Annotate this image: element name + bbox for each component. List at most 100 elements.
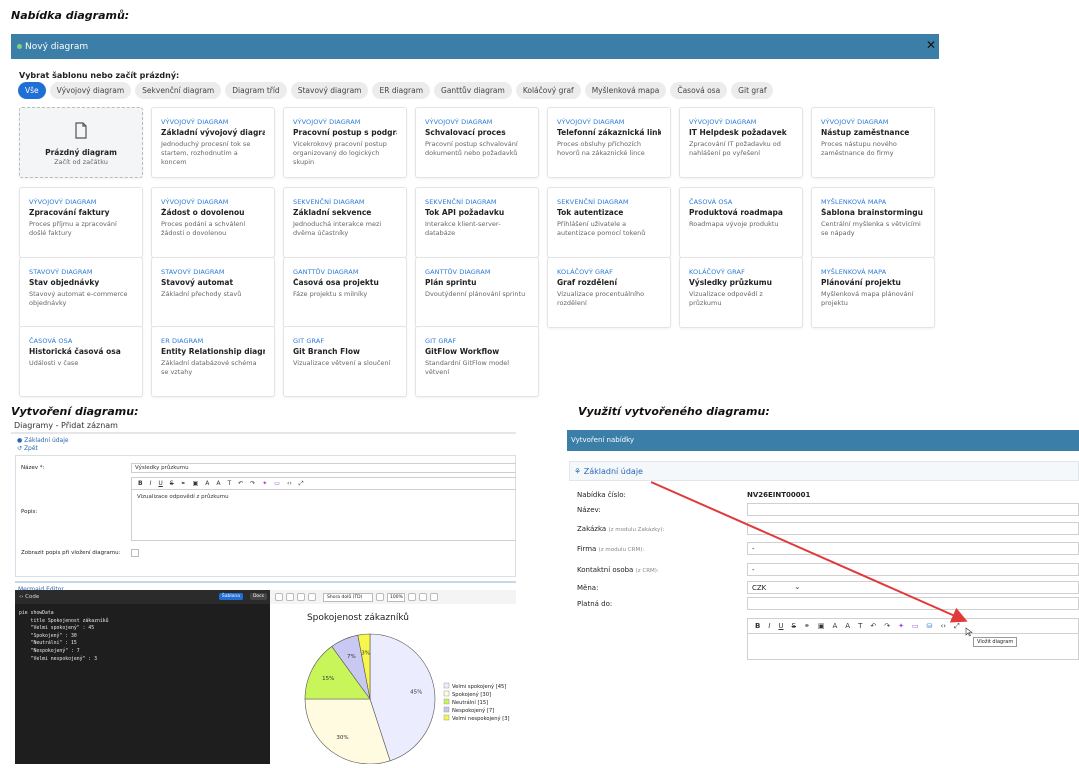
back-link[interactable]: ↺ Zpět [17,445,38,452]
template-card[interactable]: GIT GRAF Git Branch Flow Vizualizace větve… [283,326,407,397]
redo-icon[interactable]: ↷ [250,480,256,487]
code-icon[interactable]: ‹› [286,480,292,487]
chip-10[interactable]: Git graf [731,82,774,99]
template-card[interactable]: GANTTŮV DIAGRAM Časová osa projektu Fáze p… [283,257,407,328]
chip-1[interactable]: Vývojový diagram [49,82,132,99]
template-card[interactable]: VÝVOJOVÝ DIAGRAM IT Helpdesk požadavek Zpr… [679,107,803,178]
zoom-in-icon[interactable] [408,593,416,601]
undo-icon[interactable]: ↶ [238,480,244,487]
direction-select[interactable]: Shora dolů (TD) [323,592,373,602]
template-card[interactable]: VÝVOJOVÝ DIAGRAM Pracovní postup s podgra… [283,107,407,178]
offer-editor[interactable] [747,634,1079,660]
italic-icon[interactable]: I [149,480,152,487]
strike-icon[interactable]: S [791,622,796,630]
template-card[interactable]: SEKVENČNÍ DIAGRAM Tok autentizace Přihláše… [547,187,671,258]
description-editor[interactable]: Vizualizace odpovědí z průzkumu [131,489,516,541]
magic-icon[interactable]: ✦ [262,480,268,487]
template-card[interactable]: GANTTŮV DIAGRAM Plán sprintu Dvoutýdenní p… [415,257,539,328]
refresh-icon[interactable] [286,593,294,601]
code-tab[interactable]: Code [25,594,40,600]
save-icon[interactable] [308,593,316,601]
offer-title-bar: Vytvoření nabídky [567,430,1079,451]
basic-info-link[interactable]: ● Základní údaje [17,437,69,444]
template-card[interactable]: VÝVOJOVÝ DIAGRAM Nástup zaměstnance Proces… [811,107,935,178]
template-card[interactable]: ER DIAGRAM Entity Relationship diagram Zák… [151,326,275,397]
font-color-icon[interactable]: A [205,480,210,487]
reset-icon[interactable] [419,593,427,601]
export-icon[interactable] [430,593,438,601]
bold-icon[interactable]: B [755,622,761,630]
font-color-icon[interactable]: A [832,622,838,630]
field-hint: (z CRM): [635,568,659,574]
clear-format-icon[interactable]: T [858,622,863,630]
highlight-icon[interactable]: A [845,622,851,630]
chip-5[interactable]: ER diagram [372,82,431,99]
template-card[interactable]: VÝVOJOVÝ DIAGRAM Zpracování faktury Proces… [19,187,143,258]
strike-icon[interactable]: S [169,480,174,487]
fullscreen-icon[interactable]: ⤢ [298,479,304,487]
wifi-icon[interactable] [297,593,305,601]
template-card[interactable]: MYŠLENKOVÁ MAPA Plánování projektu Myšlenk… [811,257,935,328]
template-card[interactable]: VÝVOJOVÝ DIAGRAM Schvalovací proces Pracov… [415,107,539,178]
chip-2[interactable]: Sekvenční diagram [135,82,222,99]
name-input[interactable]: Výsledky průzkumu [131,463,516,473]
redo-icon[interactable]: ↷ [884,622,891,630]
magic-icon[interactable]: ✦ [898,622,904,630]
field-input[interactable] [747,542,1079,555]
chip-9[interactable]: Časová osa [670,82,728,99]
chip-6[interactable]: Ganttův diagram [434,82,512,99]
template-card[interactable]: MYŠLENKOVÁ MAPA Šablona brainstormingu Cen… [811,187,935,258]
clear-format-icon[interactable]: T [227,480,232,487]
template-card[interactable]: GIT GRAF GitFlow Workflow Standardní GitFl… [415,326,539,397]
comment-icon[interactable]: ▭ [274,480,280,487]
code-editor[interactable]: pie showData title Spokojenost zákazníků… [15,604,270,669]
name-label: Název *: [21,465,45,471]
sample-button[interactable]: Šablona [218,593,243,600]
close-icon[interactable]: ✕ [925,38,936,52]
bold-icon[interactable]: B [138,480,143,487]
image-icon[interactable]: ▣ [817,622,825,630]
chip-8[interactable]: Myšlenková mapa [584,82,667,99]
field-input[interactable] [747,503,1079,516]
fullscreen-icon[interactable]: ⤢ [954,621,960,630]
show-description-checkbox[interactable] [131,549,139,557]
template-card[interactable]: VÝVOJOVÝ DIAGRAM Základní vývojový diagra… [151,107,275,178]
blank-diagram-card[interactable]: Prázdný diagram Začít od začátku [19,107,143,178]
undo-icon[interactable]: ↶ [870,622,877,630]
code-line: "Nespokojený" : 7 [19,648,80,654]
chip-3[interactable]: Diagram tříd [225,82,287,99]
chip-0[interactable]: Vše [18,82,46,99]
template-card[interactable]: STAVOVÝ DIAGRAM Stav objednávky Stavový au… [19,257,143,328]
template-card[interactable]: VÝVOJOVÝ DIAGRAM Telefonní zákaznická lin… [547,107,671,178]
code-icon[interactable]: ‹› [940,622,947,630]
zoom-out-icon[interactable] [376,593,384,601]
card-category: VÝVOJOVÝ DIAGRAM [821,118,889,126]
chip-4[interactable]: Stavový diagram [290,82,369,99]
italic-icon[interactable]: I [768,622,771,630]
template-card[interactable]: KOLÁČOVÝ GRAF Graf rozdělení Vizualizace p… [547,257,671,328]
chevron-down-icon[interactable]: ⌄ [794,582,801,591]
field-input[interactable] [747,563,1079,576]
comment-icon[interactable]: ▭ [912,622,919,630]
field-input[interactable] [747,522,1079,535]
insert-diagram-icon[interactable]: ⛁ [926,622,933,630]
image-icon[interactable]: ▣ [192,480,199,487]
template-card[interactable]: KOLÁČOVÝ GRAF Výsledky průzkumu Vizualizac… [679,257,803,328]
link-icon[interactable]: ⚭ [180,480,186,487]
zoom-fit-icon[interactable] [275,593,283,601]
field-input[interactable] [747,597,1079,610]
template-card[interactable]: STAVOVÝ DIAGRAM Stavový automat Základní p… [151,257,275,328]
underline-icon[interactable]: U [158,480,163,487]
docs-button[interactable]: Docs [249,593,267,600]
template-card[interactable]: ČASOVÁ OSA Historická časová osa Události … [19,326,143,397]
link-icon[interactable]: ⚭ [804,622,810,630]
template-card[interactable]: VÝVOJOVÝ DIAGRAM Žádost o dovolenou Proces… [151,187,275,258]
template-card[interactable]: SEKVENČNÍ DIAGRAM Základní sekvence Jednod… [283,187,407,258]
template-card[interactable]: SEKVENČNÍ DIAGRAM Tok API požadavku Intera… [415,187,539,258]
highlight-icon[interactable]: A [216,480,221,487]
template-card[interactable]: ČASOVÁ OSA Produktová roadmapa Roadmapa vý… [679,187,803,258]
card-desc: Události v čase [29,359,79,367]
underline-icon[interactable]: U [778,622,784,630]
chip-7[interactable]: Koláčový graf [515,82,581,99]
field-label: Měna: [577,584,598,592]
